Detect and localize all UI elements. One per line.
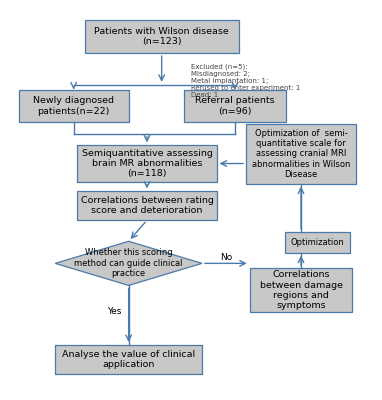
Text: No: No — [220, 253, 232, 262]
FancyBboxPatch shape — [184, 90, 286, 122]
FancyBboxPatch shape — [77, 191, 217, 220]
Text: Patients with Wilson disease
(n=123): Patients with Wilson disease (n=123) — [94, 27, 229, 46]
FancyBboxPatch shape — [250, 268, 352, 312]
Polygon shape — [55, 241, 202, 286]
FancyBboxPatch shape — [85, 20, 239, 53]
Text: Excluded (n=5):
Misdiagnosed: 2;
Metal implantation: 1;
Refused to enter experim: Excluded (n=5): Misdiagnosed: 2; Metal i… — [191, 64, 300, 98]
Text: Whether this scoring
method can guide clinical
practice: Whether this scoring method can guide cl… — [74, 248, 183, 278]
FancyBboxPatch shape — [55, 345, 202, 374]
Text: Optimization of  semi-
quantitative scale for
assessing cranial MRI
abnormalitie: Optimization of semi- quantitative scale… — [252, 129, 350, 179]
Text: Optimization: Optimization — [291, 238, 345, 247]
FancyBboxPatch shape — [246, 124, 356, 184]
Text: Correlations
between damage
regions and
symptoms: Correlations between damage regions and … — [259, 270, 343, 310]
Text: Correlations between rating
score and deterioration: Correlations between rating score and de… — [81, 196, 214, 216]
FancyBboxPatch shape — [19, 90, 129, 122]
Text: Semiquantitative assessing
brain MR abnormalities
(n=118): Semiquantitative assessing brain MR abno… — [81, 149, 212, 178]
Text: Referral patients
(n=96): Referral patients (n=96) — [195, 96, 275, 116]
Text: Newly diagnosed
patients(n=22): Newly diagnosed patients(n=22) — [33, 96, 114, 116]
FancyBboxPatch shape — [285, 232, 350, 253]
Text: Analyse the value of clinical
application: Analyse the value of clinical applicatio… — [62, 350, 195, 369]
Text: Yes: Yes — [107, 307, 121, 316]
FancyBboxPatch shape — [77, 145, 217, 182]
